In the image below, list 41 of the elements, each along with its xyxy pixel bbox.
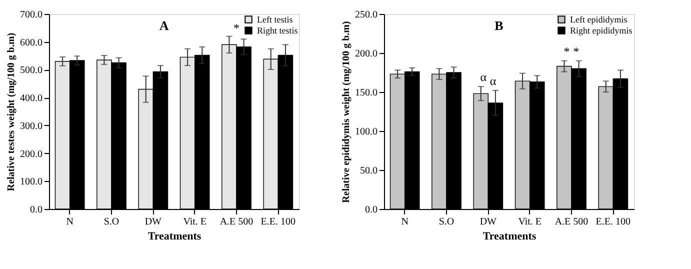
x-tick-label: A.E 500 <box>554 216 588 228</box>
chart-title: A <box>159 18 170 33</box>
x-tick-label: S.O <box>104 216 120 228</box>
y-tick-label: 400.0 <box>20 93 42 104</box>
y-tick-label: 600.0 <box>20 37 42 48</box>
y-axis-title: Relative epididymis weight (mg/100 g b.m) <box>341 21 352 203</box>
x-tick-label: N <box>401 216 408 228</box>
x-tick-label: E.E. 100 <box>260 216 296 228</box>
annotation: α <box>490 74 497 88</box>
x-tick-label: N <box>66 216 74 228</box>
x-tick-label: S.O <box>438 216 454 228</box>
annotation: * <box>573 44 580 58</box>
annotation: α <box>480 70 488 84</box>
y-tick-label: 50.0 <box>360 166 378 176</box>
y-tick-label: 250.0 <box>355 10 378 20</box>
annotation: * <box>234 20 240 35</box>
legend-label: Left epididymis <box>570 14 628 24</box>
y-tick-label: 200.0 <box>20 148 42 160</box>
y-tick-label: 150.0 <box>355 88 378 98</box>
y-tick-label: 100.0 <box>20 176 42 188</box>
x-tick-label: E.E. 100 <box>596 216 631 228</box>
y-axis-title: Relative testes weight (mg/100 g b.m) <box>6 32 17 192</box>
annotation: * <box>564 44 570 58</box>
chart-title: B <box>494 18 504 33</box>
y-tick-label: 500.0 <box>20 65 42 76</box>
y-tick-label: 700.0 <box>20 10 42 20</box>
x-tick-label: Vit. E <box>183 216 206 228</box>
x-axis-title: Treatments <box>482 230 537 242</box>
y-tick-label: 0.0 <box>30 204 42 216</box>
legend-label: Left testis <box>257 14 294 24</box>
x-tick-label: DW <box>480 216 498 228</box>
x-axis-title: Treatments <box>148 230 202 242</box>
x-tick-label: DW <box>144 216 162 228</box>
legend-label: Right epididymis <box>570 26 633 36</box>
y-tick-label: 100.0 <box>355 126 378 138</box>
y-tick-label: 0.0 <box>365 204 378 216</box>
legend-label: Right testis <box>257 26 298 36</box>
y-tick-label: 300.0 <box>20 120 42 132</box>
y-tick-label: 200.0 <box>355 48 378 60</box>
x-tick-label: Vit. E <box>518 216 542 228</box>
x-tick-label: A.E 500 <box>220 216 254 228</box>
